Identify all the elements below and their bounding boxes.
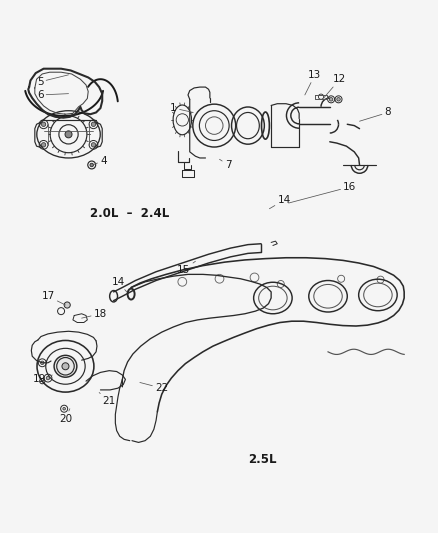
Circle shape (328, 98, 332, 101)
Circle shape (46, 376, 49, 380)
Text: 13: 13 (304, 70, 321, 95)
Circle shape (64, 302, 70, 308)
Text: 1: 1 (170, 103, 193, 113)
Text: 18: 18 (81, 309, 107, 319)
Circle shape (40, 361, 44, 365)
Circle shape (91, 122, 95, 126)
Text: 20: 20 (59, 409, 72, 424)
Circle shape (62, 363, 69, 370)
Circle shape (41, 143, 46, 147)
Text: 8: 8 (359, 108, 390, 121)
Circle shape (63, 407, 65, 410)
Circle shape (65, 131, 72, 138)
Text: 22: 22 (140, 383, 168, 393)
Text: 19: 19 (32, 374, 52, 384)
Circle shape (91, 143, 95, 147)
Text: 17: 17 (41, 291, 65, 305)
Text: 5: 5 (37, 75, 68, 87)
Text: 14: 14 (269, 195, 290, 209)
Text: 4: 4 (92, 156, 106, 166)
Text: 14: 14 (111, 277, 127, 292)
Text: 6: 6 (37, 90, 68, 100)
Text: 12: 12 (323, 74, 346, 98)
Text: 2.0L  –  2.4L: 2.0L – 2.4L (90, 207, 169, 220)
Circle shape (336, 98, 339, 101)
Ellipse shape (54, 356, 77, 377)
Text: 2.5L: 2.5L (247, 454, 276, 466)
Circle shape (41, 122, 46, 126)
Text: 7: 7 (219, 159, 231, 170)
Circle shape (90, 163, 93, 167)
Text: 16: 16 (288, 182, 356, 203)
Text: 15: 15 (177, 261, 195, 275)
Text: 21: 21 (99, 392, 116, 406)
